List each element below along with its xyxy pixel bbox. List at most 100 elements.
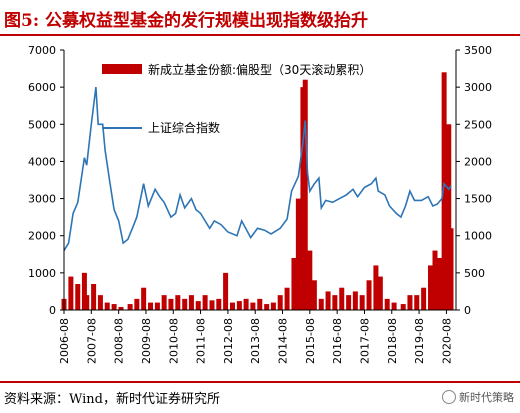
- left-tick-label: 2000: [28, 230, 56, 243]
- x-tick-label: 2017-08: [358, 318, 371, 364]
- bar-24: [223, 272, 229, 310]
- bar-62: [448, 228, 454, 310]
- bar-32: [277, 295, 283, 310]
- left-tick-label: 4000: [28, 155, 56, 168]
- bar-12: [141, 287, 147, 310]
- right-tick-label: 2500: [464, 118, 492, 131]
- bar-17: [175, 295, 181, 310]
- left-tick-label: 7000: [28, 44, 56, 57]
- left-tick-label: 0: [49, 304, 56, 317]
- title-rule: [0, 34, 520, 36]
- bar-1: [68, 276, 74, 310]
- bar-8: [111, 304, 117, 310]
- bar-42: [332, 295, 338, 310]
- bar-10: [127, 304, 133, 310]
- x-tick-label: 2015-08: [304, 318, 317, 364]
- bar-31: [270, 302, 276, 310]
- left-tick-label: 5000: [28, 118, 56, 131]
- bar-22: [209, 300, 215, 310]
- bar-48: [373, 265, 379, 310]
- wechat-icon: [442, 390, 456, 404]
- bar-19: [188, 295, 194, 310]
- bar-43: [339, 287, 345, 310]
- right-tick-label: 1500: [464, 193, 492, 206]
- bar-30: [264, 304, 270, 310]
- legend-label-line: 上证综合指数: [148, 120, 220, 135]
- axes: 0 1000 2000 3000 4000 5000 6000 7000 0 500 1000 150…: [28, 44, 492, 364]
- x-tick-label: 2006-08: [58, 318, 71, 364]
- right-tick-label: 3000: [464, 81, 492, 94]
- bar-40: [318, 298, 324, 310]
- x-tick-label: 2016-08: [331, 318, 344, 364]
- bar-3: [81, 272, 87, 310]
- bar-53: [407, 295, 413, 310]
- bar-26: [236, 301, 242, 310]
- bar-41: [325, 291, 331, 310]
- x-tick-label: 2014-08: [277, 318, 290, 364]
- x-tick-label: 2010-08: [167, 318, 180, 364]
- right-tick-label: 0: [464, 304, 471, 317]
- bar-58: [437, 258, 443, 310]
- source-note: 资料来源：Wind，新时代证券研究所: [4, 392, 220, 407]
- x-tick-label: 2009-08: [140, 318, 153, 364]
- bar-39: [311, 280, 317, 310]
- bar-18: [182, 298, 188, 310]
- bar-13: [148, 302, 154, 310]
- x-tick-label: 2007-08: [85, 318, 98, 364]
- right-tick-label: 2000: [464, 155, 492, 168]
- x-tick-label: 2018-08: [386, 318, 399, 364]
- bar-33: [284, 287, 290, 310]
- x-tick-label: 2011-08: [195, 318, 208, 364]
- left-tick-label: 3000: [28, 193, 56, 206]
- bar-series: [61, 72, 454, 311]
- bar-7: [104, 302, 110, 310]
- bar-15: [161, 295, 167, 310]
- left-tick-label: 6000: [28, 81, 56, 94]
- bar-4: [84, 295, 90, 310]
- bar-51: [391, 302, 397, 310]
- bar-20: [195, 301, 201, 310]
- bar-49: [377, 276, 383, 310]
- footer-rule: [0, 381, 520, 383]
- x-tick-label: 2020-08: [440, 318, 453, 364]
- bar-29: [257, 298, 263, 310]
- index-line: [63, 87, 452, 252]
- bar-50: [384, 298, 390, 310]
- x-tick-label: 2019-08: [413, 318, 426, 364]
- bar-28: [250, 302, 256, 310]
- bar-56: [428, 265, 434, 310]
- bar-54: [414, 295, 420, 310]
- bar-2: [75, 284, 81, 310]
- bar-6: [97, 295, 103, 310]
- bar-34: [291, 258, 297, 310]
- bar-55: [421, 287, 427, 310]
- bar-45: [352, 291, 358, 310]
- left-tick-label: 1000: [28, 267, 56, 280]
- bar-52: [400, 304, 406, 310]
- bar-61: [446, 124, 452, 311]
- figure-title: 图5: 公募权益型基金的发行规模出现指数级抬升: [4, 11, 369, 31]
- watermark-text: 新时代策略: [459, 391, 514, 404]
- x-tick-label: 2012-08: [222, 318, 235, 364]
- legend-label-bar: 新成立基金份额:偏股型（30天滚动累积）: [148, 62, 371, 77]
- x-tick-label: 2013-08: [249, 318, 262, 364]
- bar-44: [346, 295, 352, 310]
- watermark: 新时代策略: [442, 389, 514, 405]
- bar-14: [154, 302, 160, 310]
- legend-swatch-bar: [102, 64, 142, 74]
- bar-35: [295, 198, 301, 310]
- bar-21: [202, 295, 208, 310]
- line-series: [63, 87, 452, 252]
- bar-57: [432, 250, 438, 310]
- bar-38: [307, 250, 313, 310]
- bar-46: [359, 295, 365, 310]
- legend: 新成立基金份额:偏股型（30天滚动累积） 上证综合指数: [102, 62, 371, 135]
- right-tick-label: 3500: [464, 44, 492, 57]
- bar-25: [229, 302, 235, 310]
- bar-47: [366, 280, 372, 310]
- bar-11: [134, 298, 140, 310]
- x-tick-label: 2008-08: [113, 318, 126, 364]
- bar-5: [91, 284, 97, 310]
- chart: 0 1000 2000 3000 4000 5000 6000 7000 0 500 1000 150…: [28, 44, 492, 364]
- bar-16: [168, 298, 174, 310]
